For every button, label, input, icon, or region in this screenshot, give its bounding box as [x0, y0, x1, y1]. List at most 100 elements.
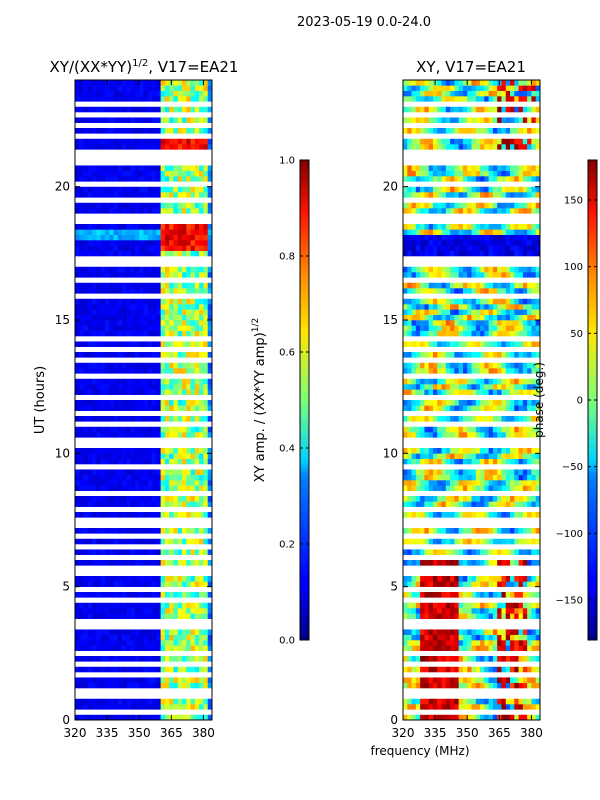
amplitude-cell: [75, 389, 80, 395]
phase-cell: [424, 629, 429, 635]
amplitude-cell: [100, 538, 106, 545]
amplitude-cell: [83, 288, 89, 294]
phase-cell: [462, 309, 468, 315]
phase-cell: [424, 682, 429, 689]
phase-cell: [437, 629, 442, 635]
amplitude-cell: [134, 400, 140, 406]
amplitude-cell: [96, 176, 101, 182]
amplitude-cell: [75, 117, 80, 123]
phase-cell: [505, 405, 511, 411]
phase-cell: [424, 314, 429, 321]
phase-cell: [420, 405, 425, 411]
phase-cell: [441, 234, 447, 241]
phase-cell: [475, 677, 481, 683]
amplitude-cell: [139, 389, 144, 395]
amplitude-cell: [207, 560, 213, 566]
phase-cell: [407, 90, 412, 97]
amplitude-cell: [160, 560, 166, 566]
phase-cell: [497, 501, 502, 507]
amplitude-cell: [83, 480, 89, 486]
phase-cell: [535, 298, 541, 305]
amplitude-cell: [83, 378, 89, 385]
amplitude-cell: [126, 384, 131, 390]
amplitude-cell: [104, 117, 110, 123]
amplitude-cell: [173, 368, 179, 374]
amplitude-cell: [164, 282, 170, 289]
amplitude-cell: [194, 282, 200, 289]
amplitude-cell: [117, 202, 123, 209]
amplitude-cell: [169, 645, 174, 651]
phase-cell: [514, 170, 519, 177]
phase-cell: [441, 640, 447, 646]
phase-cell: [458, 634, 464, 641]
amplitude-cell: [79, 480, 84, 486]
phase-cell: [462, 368, 468, 374]
phase-cell: [415, 469, 421, 475]
amplitude-cell: [194, 448, 200, 454]
amplitude-cell: [207, 352, 213, 358]
phase-cell: [462, 362, 468, 369]
phase-cell: [535, 272, 541, 278]
amplitude-cell: [92, 176, 97, 182]
amplitude-cell: [109, 304, 114, 310]
phase-gap-row: [403, 261, 540, 267]
amplitude-cell: [182, 362, 187, 369]
phase-cell: [432, 272, 438, 278]
phase-cell: [492, 432, 498, 438]
phase-cell: [458, 138, 464, 145]
phase-cell: [531, 634, 537, 641]
phase-cell: [437, 634, 442, 641]
phase-cell: [531, 128, 537, 134]
phase-cell: [531, 405, 537, 411]
phase-cell: [484, 202, 489, 209]
phase-cell: [441, 240, 447, 246]
amplitude-cell: [100, 117, 106, 123]
amplitude-cell: [109, 170, 114, 177]
amplitude-cell: [160, 192, 166, 198]
phase-gap-row: [403, 421, 540, 427]
amplitude-cell: [160, 448, 166, 454]
phase-cell: [458, 202, 464, 209]
phase-cell: [510, 192, 515, 198]
amplitude-cell: [177, 224, 183, 230]
amplitude-cell: [104, 405, 110, 411]
phase-cell: [510, 714, 515, 721]
amplitude-cell: [104, 389, 110, 395]
phase-cell: [424, 640, 429, 646]
phase-cell: [475, 234, 481, 241]
amplitude-cell: [182, 480, 187, 486]
amplitude-cell: [109, 512, 114, 518]
phase-cell: [535, 144, 541, 150]
phase-cell: [432, 298, 438, 305]
amplitude-cell: [182, 240, 187, 246]
amplitude-cell: [109, 341, 114, 347]
amplitude-cell: [122, 85, 127, 91]
phase-cell: [480, 426, 485, 433]
phase-cell: [450, 458, 455, 465]
amplitude-cell: [113, 549, 119, 555]
phase-cell: [480, 640, 485, 646]
phase-cell: [415, 288, 421, 294]
phase-cell: [441, 405, 447, 411]
amplitude-cell: [177, 229, 183, 235]
amplitude-cell: [177, 592, 183, 598]
phase-cell: [527, 90, 532, 97]
phase-cell: [411, 714, 417, 721]
amplitude-cell: [139, 325, 144, 331]
amplitude-cell: [75, 234, 80, 241]
phase-cell: [462, 96, 468, 102]
amplitude-cell: [177, 581, 183, 587]
phase-cell: [497, 538, 502, 545]
phase-cell: [428, 378, 434, 385]
phase-cell: [403, 400, 408, 406]
amplitude-cell: [164, 405, 170, 411]
amplitude-cell: [117, 714, 123, 721]
amplitude-cell: [87, 106, 93, 113]
amplitude-cell: [79, 645, 84, 651]
amplitude-cell: [122, 224, 127, 230]
phase-cell: [450, 592, 455, 598]
phase-cell: [518, 389, 524, 395]
phase-cell: [458, 144, 464, 150]
amplitude-cell: [104, 453, 110, 459]
phase-cell: [522, 581, 528, 587]
